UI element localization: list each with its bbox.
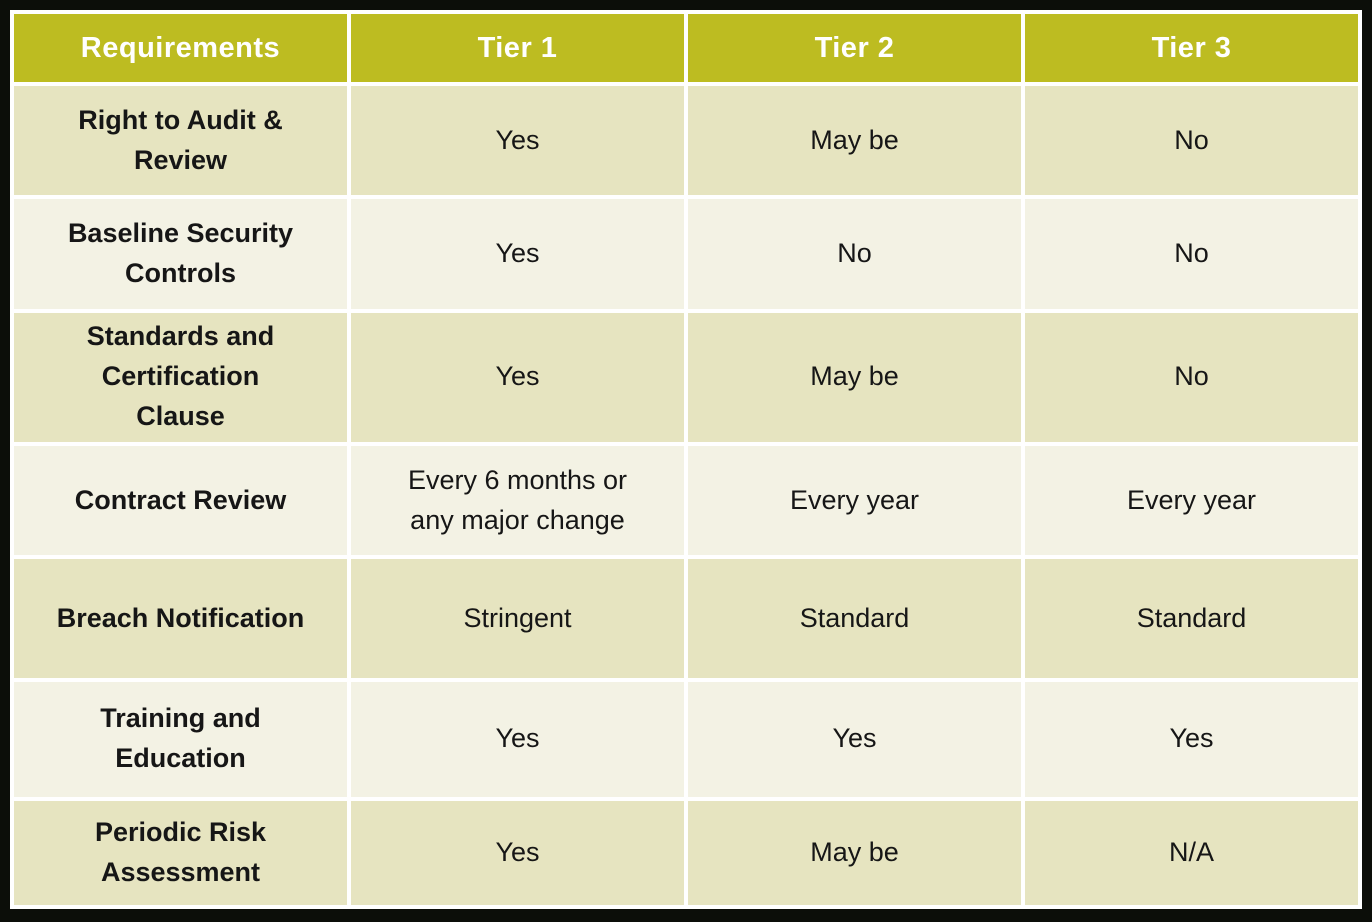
cell-tier3: Every year [1025, 445, 1358, 556]
table-row: Breach Notification Stringent Standard S… [14, 559, 1358, 679]
cell-tier1: Yes [351, 199, 684, 309]
cell-tier2: Standard [688, 559, 1021, 679]
cell-tier1: Yes [351, 682, 684, 797]
cell-tier3: No [1025, 312, 1358, 442]
cell-tier2: May be [688, 312, 1021, 442]
table-row: Contract Review Every 6 months or any ma… [14, 445, 1358, 556]
row-header-standards-certification: Standards and Certification Clause [14, 312, 347, 442]
cell-tier1: Yes [351, 86, 684, 196]
cell-tier2: May be [688, 800, 1021, 905]
cell-tier2: May be [688, 86, 1021, 196]
row-header-training-education: Training and Education [14, 682, 347, 797]
cell-tier2: No [688, 199, 1021, 309]
table-row: Periodic Risk Assessment Yes May be N/A [14, 800, 1358, 905]
row-header-breach-notification: Breach Notification [14, 559, 347, 679]
column-header-requirements: Requirements [14, 14, 347, 82]
cell-tier1: Yes [351, 312, 684, 442]
cell-tier2: Every year [688, 445, 1021, 556]
column-header-tier3: Tier 3 [1025, 14, 1358, 82]
cell-tier1: Stringent [351, 559, 684, 679]
row-header-right-to-audit: Right to Audit & Review [14, 86, 347, 196]
table-row: Baseline Security Controls Yes No No [14, 199, 1358, 309]
column-header-tier2: Tier 2 [688, 14, 1021, 82]
cell-tier2: Yes [688, 682, 1021, 797]
table-row: Training and Education Yes Yes Yes [14, 682, 1358, 797]
cell-tier3: No [1025, 86, 1358, 196]
cell-tier1: Yes [351, 800, 684, 905]
cell-tier3: Standard [1025, 559, 1358, 679]
cell-tier3: Yes [1025, 682, 1358, 797]
cell-tier3: N/A [1025, 800, 1358, 905]
table-row: Right to Audit & Review Yes May be No [14, 86, 1358, 196]
cell-tier1: Every 6 months or any major change [351, 445, 684, 556]
header-row: Requirements Tier 1 Tier 2 Tier 3 [14, 14, 1358, 82]
row-header-baseline-security: Baseline Security Controls [14, 199, 347, 309]
table-row: Standards and Certification Clause Yes M… [14, 312, 1358, 442]
row-header-contract-review: Contract Review [14, 445, 347, 556]
cell-tier3: No [1025, 199, 1358, 309]
tier-comparison-table: Requirements Tier 1 Tier 2 Tier 3 Right … [10, 10, 1362, 909]
column-header-tier1: Tier 1 [351, 14, 684, 82]
row-header-periodic-risk: Periodic Risk Assessment [14, 800, 347, 905]
